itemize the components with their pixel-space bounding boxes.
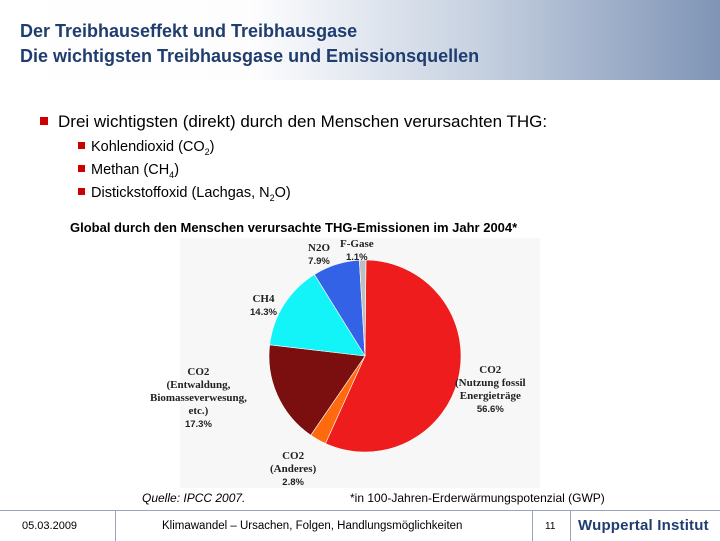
sub-bullet-text: Methan (CH	[91, 162, 170, 178]
main-bullet: Drei wichtigsten (direkt) durch den Mens…	[40, 112, 547, 132]
label-value: 1.1%	[345, 252, 368, 263]
gwp-footnote: *in 100-Jahren-Erderwärmungspotenzial (G…	[350, 491, 605, 505]
wuppertal-logo: Wuppertal Institut	[578, 517, 709, 534]
label-co2-entwaldung: CO2 (Entwaldung, Biomasseverwesung, etc.…	[150, 366, 247, 431]
page-number: 11	[545, 521, 556, 532]
sub-bullet-tail: )	[209, 139, 215, 155]
label-line: Energieträge	[459, 390, 521, 402]
label-value: 2.8%	[282, 477, 304, 488]
subscript: 2	[269, 192, 275, 203]
bullet-square-icon	[40, 116, 48, 125]
label-co2-anderes: CO2 (Anderes) 2.8%	[270, 450, 316, 489]
label-line: Biomasseverwesung,	[150, 392, 247, 404]
footer-divider	[532, 511, 533, 541]
pie-slice-5	[359, 259, 367, 357]
label-line: (Nutzung fossil	[455, 377, 526, 389]
label-line: (Anderes)	[270, 463, 317, 475]
pie-chart	[180, 238, 540, 488]
bullet-square-icon	[78, 187, 85, 195]
footer-date: 05.03.2009	[22, 520, 78, 532]
label-value: 17.3%	[184, 419, 212, 430]
label-line: N2O	[308, 242, 330, 254]
label-line: CO2	[282, 450, 305, 462]
source-note: Quelle: IPCC 2007.	[142, 491, 246, 505]
label-line: CH4	[252, 293, 275, 305]
sub-bullet-co2: Kohlendioxid (CO2)	[78, 139, 215, 157]
sub-bullet-text: Distickstoffoxid (Lachgas, N	[91, 185, 270, 201]
subscript: 4	[169, 169, 175, 180]
slide-header: Der Treibhauseffekt und Treibhausgase Di…	[0, 0, 720, 80]
chart-title: Global durch den Menschen verursachte TH…	[70, 220, 518, 235]
label-n2o: N2O 7.9%	[308, 242, 330, 268]
label-value: 56.6%	[476, 404, 504, 415]
footer-title: Klimawandel – Ursachen, Folgen, Handlung…	[162, 520, 463, 532]
label-line: CO2	[187, 366, 210, 378]
slide-subtitle: Die wichtigsten Treibhausgase und Emissi…	[20, 46, 480, 66]
bullet-square-icon	[78, 164, 85, 172]
subscript: 2	[204, 146, 210, 157]
pie-slice-2	[268, 344, 366, 436]
label-fgase: F-Gase 1.1%	[340, 238, 374, 264]
sub-bullet-tail: )	[174, 162, 180, 178]
pie-slice-3	[269, 274, 366, 357]
label-line: F-Gase	[340, 238, 374, 250]
sub-bullet-text: Kohlendioxid (CO	[91, 139, 205, 155]
sub-bullet-ch4: Methan (CH4)	[78, 162, 179, 180]
pie-slice-0	[325, 259, 462, 453]
sub-bullet-tail: O)	[274, 185, 291, 201]
label-value: 14.3%	[250, 307, 277, 318]
main-bullet-text: Drei wichtigsten (direkt) durch den Mens…	[58, 112, 548, 131]
slide-title: Der Treibhauseffekt und Treibhausgase	[20, 21, 358, 41]
label-ch4: CH4 14.3%	[250, 293, 277, 319]
label-line: etc.)	[188, 405, 209, 417]
bullet-square-icon	[78, 141, 85, 149]
label-value: 7.9%	[308, 256, 330, 267]
label-co2-fossil: CO2 (Nutzung fossil Energieträge 56.6%	[455, 364, 526, 416]
footer-divider	[570, 511, 571, 541]
slide-footer: 05.03.2009 Klimawandel – Ursachen, Folge…	[0, 510, 720, 541]
footer-divider	[115, 511, 116, 541]
label-line: (Entwaldung,	[166, 379, 231, 391]
sub-bullet-n2o: Distickstoffoxid (Lachgas, N2O)	[78, 185, 291, 203]
label-line: CO2	[479, 364, 502, 376]
